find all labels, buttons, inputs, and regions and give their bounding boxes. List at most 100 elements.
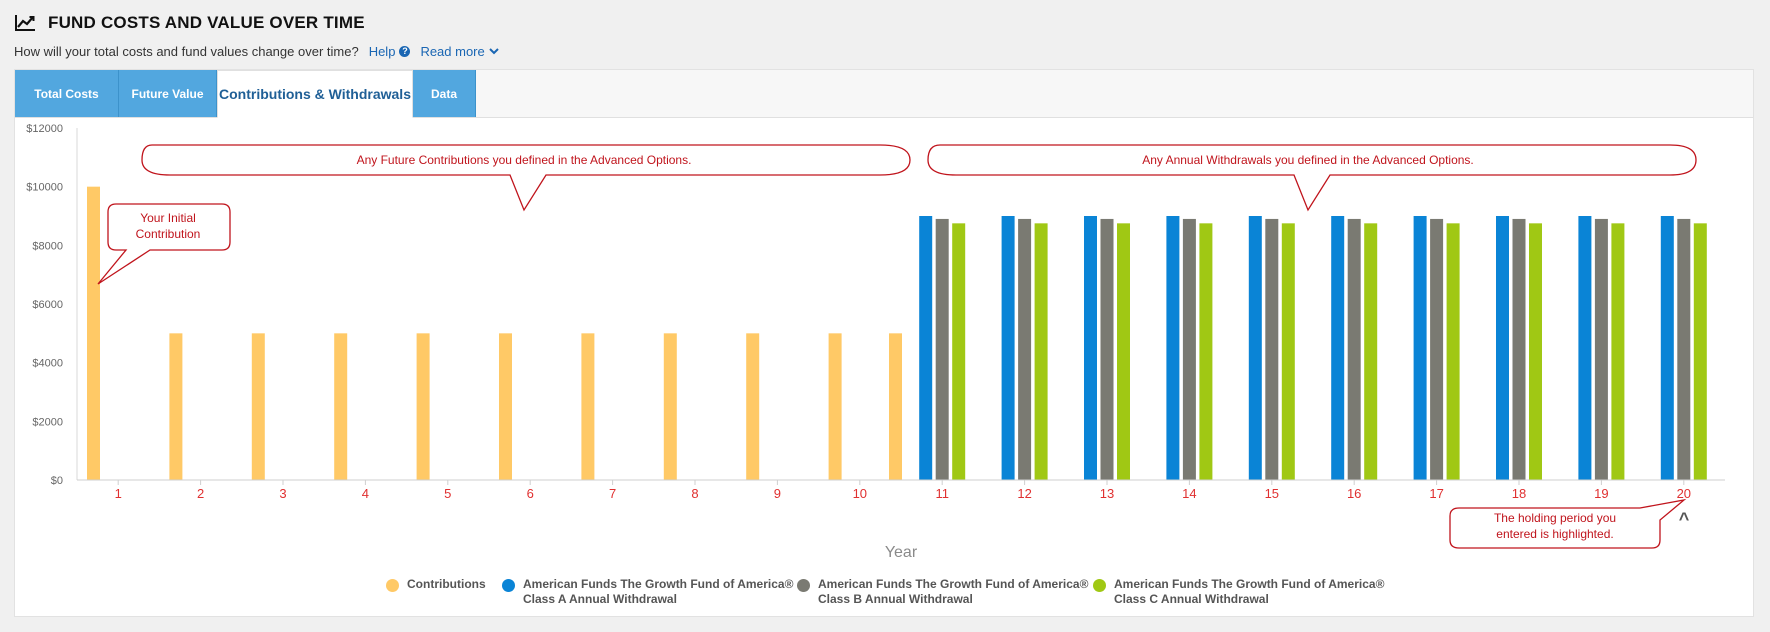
bar-class-a[interactable] — [1660, 216, 1674, 480]
highlight-marker: ^ — [1679, 509, 1690, 529]
legend-swatch — [386, 579, 399, 592]
legend-label-line2: Class B Annual Withdrawal — [818, 592, 973, 606]
bar-contributions[interactable] — [889, 333, 902, 480]
bar-class-c[interactable] — [1693, 223, 1707, 481]
legend-swatch — [502, 579, 515, 592]
bar-class-a[interactable] — [1084, 216, 1097, 480]
bar-class-c[interactable] — [1529, 223, 1542, 481]
bar-class-a[interactable] — [1001, 216, 1015, 480]
bar-class-c[interactable] — [1611, 223, 1625, 481]
x-tick-label: 4 — [362, 486, 369, 501]
legend-label-line2: Class A Annual Withdrawal — [523, 592, 677, 606]
x-tick-label: 6 — [527, 486, 534, 501]
bar-class-a[interactable] — [1331, 216, 1345, 480]
legend-label-line1: American Funds The Growth Fund of Americ… — [523, 577, 794, 591]
x-tick-label: 2 — [197, 486, 204, 501]
legend-label-line1: Contributions — [407, 577, 486, 591]
x-tick-label: 19 — [1594, 486, 1608, 501]
bar-class-b[interactable] — [1512, 218, 1526, 480]
tab-label: Total Costs — [34, 86, 99, 101]
tab-future-value[interactable]: Future Value — [119, 70, 217, 117]
bar-class-b[interactable] — [1430, 218, 1444, 480]
bar-contributions[interactable] — [334, 333, 348, 480]
x-tick-label: 9 — [774, 486, 781, 501]
bar-class-c[interactable] — [1034, 223, 1048, 481]
question-circle-icon: ? — [399, 46, 411, 57]
x-tick-label: 13 — [1100, 486, 1114, 501]
legend-item[interactable]: American Funds The Growth Fund of Americ… — [502, 577, 793, 607]
chevron-down-icon — [489, 48, 499, 55]
bar-contributions[interactable] — [87, 186, 100, 480]
callout-initial-line1: Your Initial — [140, 211, 196, 225]
x-tick-label: 11 — [935, 486, 949, 501]
x-tick-label: 3 — [279, 486, 286, 501]
legend-label-line1: American Funds The Growth Fund of Americ… — [818, 577, 1089, 591]
bars — [87, 186, 1707, 481]
bar-class-c[interactable] — [1199, 223, 1213, 481]
legend-item[interactable]: Contributions — [386, 577, 486, 592]
bar-class-a[interactable] — [919, 216, 933, 480]
x-axis-title: Year — [885, 544, 918, 561]
callout-withdrawals-text: Any Annual Withdrawals you defined in th… — [1142, 153, 1474, 167]
bar-contributions[interactable] — [169, 333, 183, 480]
x-tick-label: 12 — [1017, 486, 1031, 501]
legend-swatch — [1093, 579, 1106, 592]
help-link[interactable]: Help ? — [369, 44, 411, 59]
bar-class-c[interactable] — [1364, 223, 1378, 481]
read-more-link[interactable]: Read more — [420, 44, 499, 59]
bar-contributions[interactable] — [581, 333, 595, 480]
callout-future-contributions: Any Future Contributions you defined in … — [141, 144, 911, 212]
x-tick-label: 18 — [1512, 486, 1526, 501]
bar-class-a[interactable] — [1578, 216, 1592, 480]
bar-class-b[interactable] — [1265, 218, 1279, 480]
read-more-label: Read more — [420, 44, 485, 59]
bar-contributions[interactable] — [416, 333, 430, 480]
tab-data[interactable]: Data — [413, 70, 476, 117]
x-tick-label: 16 — [1347, 486, 1361, 501]
legend-label: American Funds The Growth Fund of Americ… — [523, 577, 793, 607]
bar-class-a[interactable] — [1413, 216, 1427, 480]
y-tick-label: $12000 — [26, 123, 63, 135]
bar-contributions[interactable] — [663, 333, 677, 480]
legend-label-line2: Class C Annual Withdrawal — [1114, 592, 1269, 606]
bar-class-b[interactable] — [935, 218, 949, 480]
bar-class-b[interactable] — [1100, 218, 1114, 480]
y-tick-label: $10000 — [26, 182, 63, 194]
bar-class-c[interactable] — [1281, 223, 1295, 481]
x-tick-label: 10 — [853, 486, 867, 501]
line-chart-icon — [15, 15, 35, 31]
x-tick-label: 5 — [444, 486, 451, 501]
bar-contributions[interactable] — [499, 333, 512, 480]
bar-class-a[interactable] — [1248, 216, 1262, 480]
bar-class-b[interactable] — [1347, 218, 1361, 480]
bar-class-b[interactable] — [1182, 218, 1196, 480]
callout-future-text: Any Future Contributions you defined in … — [357, 153, 692, 167]
tab-bar: Total Costs Future Value Contributions &… — [15, 70, 1753, 118]
y-tick-label: $6000 — [32, 299, 63, 311]
bar-class-b[interactable] — [1018, 218, 1032, 480]
bar-class-c[interactable] — [1117, 223, 1130, 481]
bar-class-a[interactable] — [1496, 216, 1509, 480]
bar-contributions[interactable] — [251, 333, 265, 480]
tab-contributions-withdrawals[interactable]: Contributions & Withdrawals — [217, 70, 413, 118]
callout-initial-line2: Contribution — [136, 227, 201, 241]
tab-total-costs[interactable]: Total Costs — [15, 70, 119, 117]
help-link-label: Help — [368, 44, 396, 59]
bar-contributions[interactable] — [828, 333, 842, 480]
legend-swatch — [797, 579, 810, 592]
legend-item[interactable]: American Funds The Growth Fund of Americ… — [1093, 577, 1384, 607]
bar-class-b[interactable] — [1677, 218, 1691, 480]
y-tick-label: $4000 — [32, 358, 63, 370]
tab-label: Future Value — [131, 86, 204, 101]
bar-class-c[interactable] — [1446, 223, 1460, 481]
title-row: FUND COSTS AND VALUE OVER TIME — [14, 12, 1754, 34]
bar-class-b[interactable] — [1594, 218, 1608, 480]
x-tick-label: 14 — [1182, 486, 1196, 501]
bar-contributions[interactable] — [746, 333, 760, 480]
legend-item[interactable]: American Funds The Growth Fund of Americ… — [797, 577, 1088, 607]
bar-class-a[interactable] — [1166, 216, 1180, 480]
bar-class-c[interactable] — [952, 223, 966, 481]
page-subtitle: How will your total costs and fund value… — [14, 44, 359, 59]
legend-label: Contributions — [407, 577, 486, 592]
